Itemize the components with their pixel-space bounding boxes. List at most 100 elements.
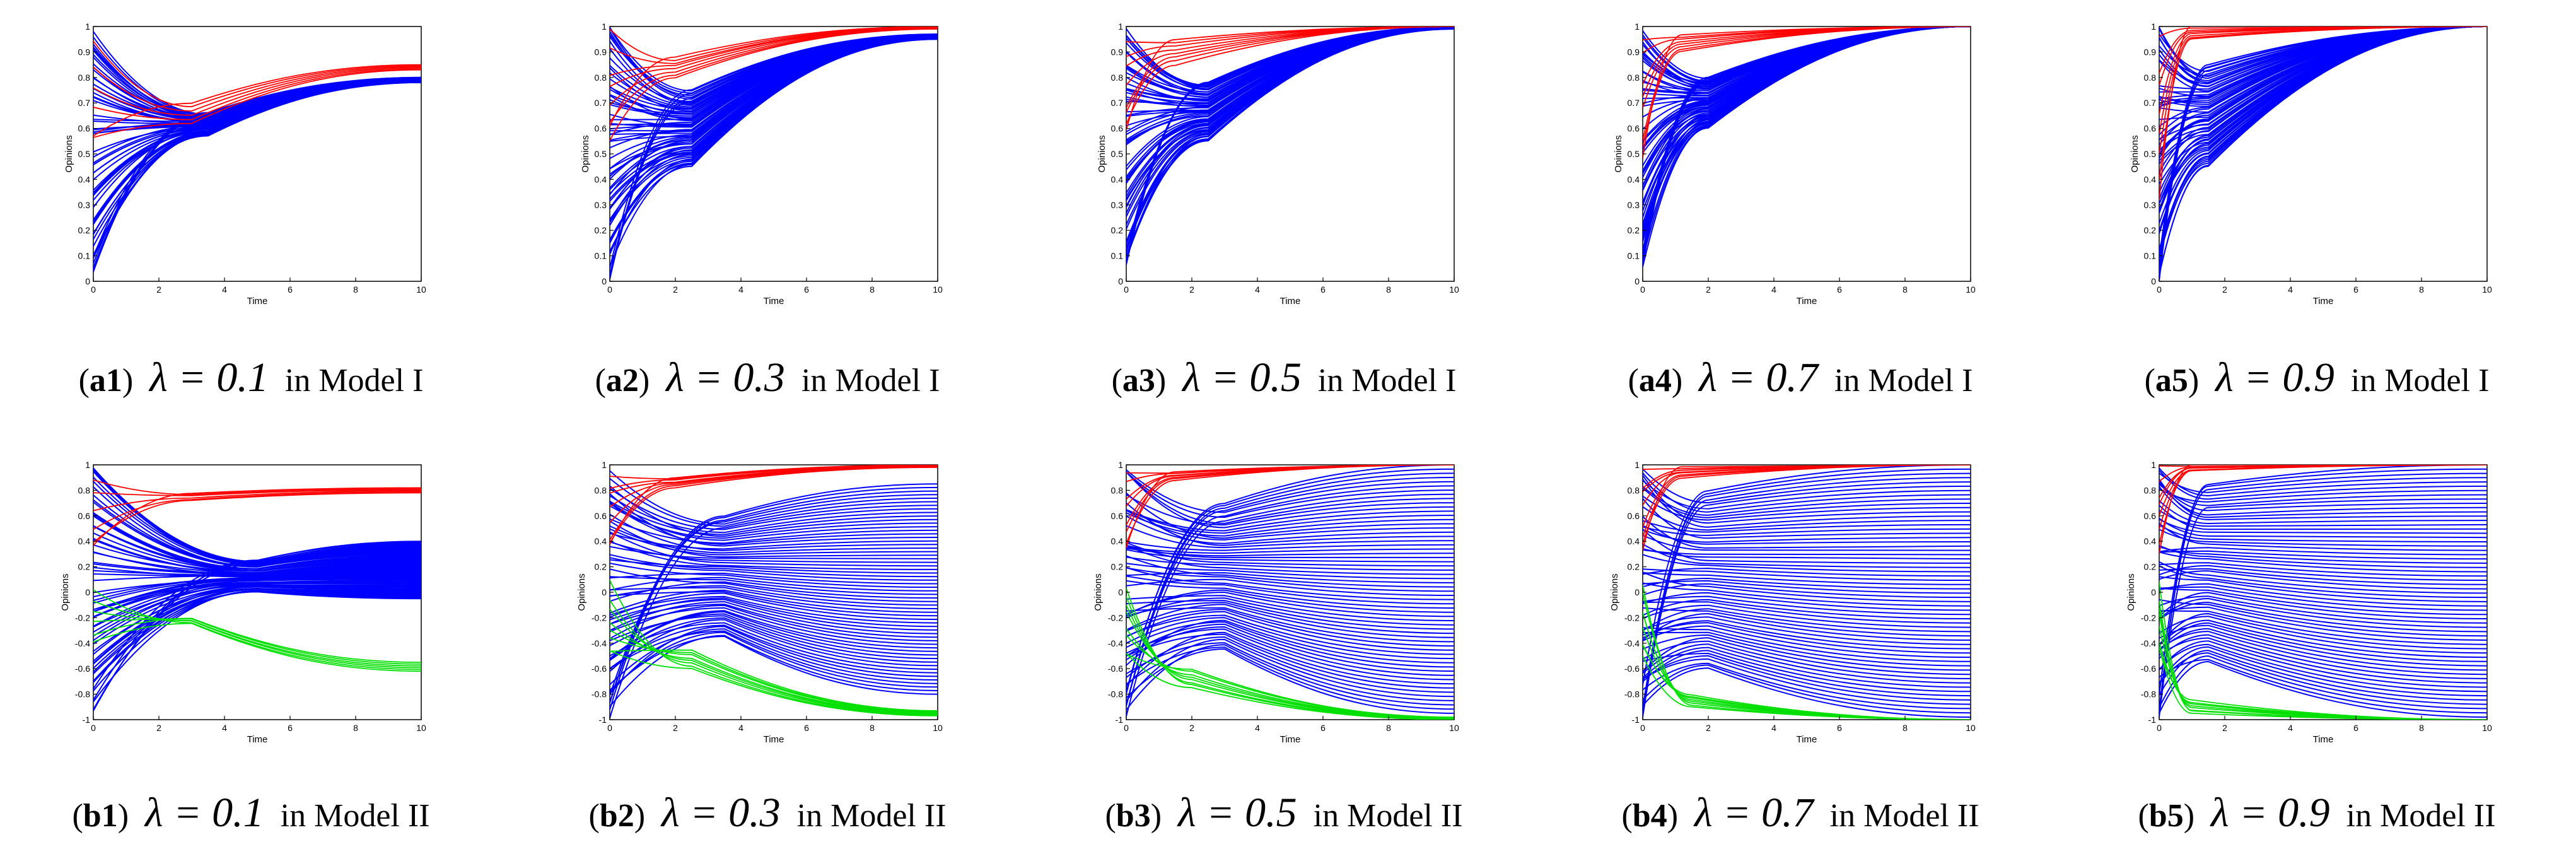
series-line (2159, 601, 2487, 633)
series-line (1126, 588, 1454, 720)
caption-b1: (b1) λ = 0.1 in Model II (72, 790, 429, 836)
x-tick-label: 6 (1837, 284, 1842, 295)
y-tick-label: 0.2 (1628, 225, 1640, 235)
series-line (1126, 515, 1454, 544)
chart-b4: 0 2 4 6 8 10 -1 -0.8 -0.6 -0.4 -0.2 0 0.2 0.4 0.6 0.8 1 T… (1609, 460, 1979, 836)
y-tick-label: 0.2 (595, 562, 607, 572)
series-line (610, 600, 938, 715)
y-tick-label: -0.4 (1108, 638, 1123, 648)
y-tick-label: 1 (602, 460, 607, 470)
series-line (1643, 26, 1971, 158)
series-line (1126, 471, 1454, 524)
y-tick-label: -0.6 (1624, 664, 1640, 674)
y-tick-label: 0.7 (1628, 98, 1640, 108)
caption-a3: (a3) λ = 0.5 in Model I (1112, 354, 1457, 401)
y-tick-label: 0.2 (2144, 225, 2157, 235)
series-line (93, 40, 421, 108)
series-line (1643, 620, 1971, 650)
series-line (610, 635, 938, 708)
series-blue (1126, 26, 1454, 266)
y-tick-label: 0.8 (78, 485, 91, 495)
y-tick-label: 0.7 (78, 98, 91, 108)
caption-close-paren: ) (2188, 363, 2199, 399)
series-lines (1126, 465, 1454, 720)
y-tick-label: -0.6 (75, 664, 90, 674)
series-lines (1643, 465, 1971, 720)
series-line (610, 528, 938, 556)
y-tick-label: 0.7 (595, 98, 607, 108)
series-line (1126, 556, 1454, 571)
series-line (2159, 612, 2487, 650)
series-line (2159, 570, 2487, 590)
series-line (1643, 634, 1971, 671)
series-line (1643, 468, 1971, 504)
y-tick-label: 0.6 (1628, 124, 1640, 134)
caption-close-paren: ) (122, 363, 133, 399)
x-tick-label: 8 (1386, 284, 1391, 295)
series-line (1643, 486, 1971, 516)
series-line (1126, 509, 1454, 534)
series-line (2159, 637, 2487, 684)
series-blue (1643, 465, 1971, 718)
series-line (2159, 634, 2487, 679)
series-line (1126, 600, 1454, 630)
series-lines (1126, 26, 1454, 266)
series-line (610, 580, 938, 716)
x-tick-label: 4 (1771, 723, 1776, 733)
x-tick-label: 8 (870, 284, 875, 295)
series-line (1643, 652, 1971, 697)
caption-open-paren: ( (1628, 363, 1639, 399)
series-line (2159, 587, 2487, 616)
y-axis-label: Opinions (1609, 573, 1620, 611)
caption-tag: b3 (1116, 798, 1151, 834)
series-line (1126, 631, 1454, 687)
x-tick-label: 8 (870, 723, 875, 733)
series-line (93, 492, 421, 543)
y-tick-label: 0.2 (2144, 562, 2157, 572)
series-red (1126, 26, 1454, 131)
y-tick-label: 0.4 (2144, 174, 2157, 184)
x-tick-label: 0 (1124, 284, 1129, 295)
x-axis-label: Time (1797, 296, 1817, 307)
caption-model: in Model II (1314, 798, 1463, 834)
series-line (1126, 494, 1454, 526)
x-tick-label: 4 (222, 723, 227, 733)
series-line (93, 513, 421, 570)
series-line (610, 631, 938, 693)
y-tick-label: 0 (602, 587, 607, 597)
series-line (1643, 465, 1971, 686)
x-tick-label: 10 (416, 284, 426, 295)
series-line (2159, 465, 2487, 715)
y-tick-label: 0.4 (78, 174, 91, 184)
series-line (93, 584, 421, 628)
y-tick-label: 0 (602, 276, 607, 286)
series-line (1643, 520, 1971, 533)
x-tick-label: 2 (673, 284, 678, 295)
series-line (2159, 562, 2487, 577)
x-tick-label: 0 (1640, 284, 1645, 295)
series-line (1126, 614, 1454, 655)
y-tick-label: 0 (85, 587, 90, 597)
series-line (1126, 597, 1454, 626)
series-line (93, 491, 421, 530)
chart-a2: 0 2 4 6 8 10 0 0.1 0.2 0.3 0.4 0.5 0.6 0.7 0.8 0.9 1 Time… (580, 21, 943, 401)
x-axis-label: Time (2313, 296, 2334, 307)
series-line (1126, 477, 1454, 707)
y-tick-label: -0.2 (75, 612, 90, 623)
series-line (2159, 624, 2487, 667)
series-line (93, 571, 421, 598)
caption-tag: a3 (1122, 363, 1155, 399)
series-line (610, 485, 938, 537)
series-line (1126, 653, 1454, 720)
series-line (2159, 564, 2487, 581)
caption-model: in Model II (1830, 798, 1979, 834)
series-line (93, 581, 421, 612)
y-tick-label: 0 (2151, 587, 2156, 597)
y-axis-label: Opinions (580, 135, 591, 172)
y-tick-label: 0.4 (1111, 174, 1124, 184)
series-line (610, 637, 938, 712)
series-line (1126, 628, 1454, 681)
series-line (1126, 26, 1454, 131)
caption-tag: a2 (606, 363, 639, 399)
